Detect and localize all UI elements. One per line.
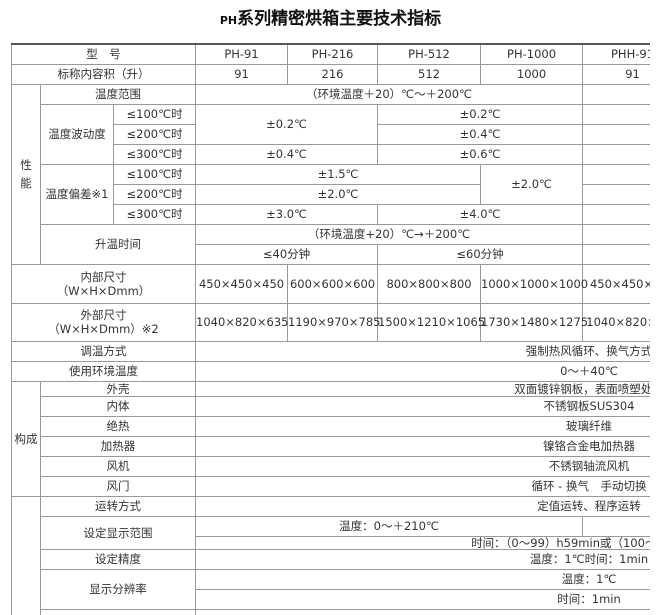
value: ±0.6℃ — [377, 143, 584, 165]
value: ±2.0℃ — [480, 163, 584, 205]
header-row: 型 号 PH-91 PH-216 PH-512 PH-1000 PHH-91 — [11, 43, 650, 65]
value: ±0.2℃ — [377, 103, 584, 125]
size-cell: 1000×1000×1000 — [480, 263, 588, 304]
controller-group-label — [11, 495, 41, 615]
condition: ≤300℃时 — [112, 203, 197, 225]
size-cell: 450×450×450 — [195, 263, 289, 304]
value: ±3.0℃ — [195, 203, 379, 225]
value: ±2.0℃ — [195, 183, 482, 205]
resolution-temp: 温度：1℃ — [195, 568, 650, 590]
volume-row: 标称内容积（升） 91 216 512 1000 91 — [11, 63, 650, 85]
spec-table: 型 号 PH-91 PH-216 PH-512 PH-1000 PHH-91 标… — [11, 43, 650, 615]
precision-value: 温度：1℃时间：1min — [195, 548, 650, 570]
model-label: 型 号 — [11, 43, 197, 65]
spec-table-container: 型 号 PH-91 PH-216 PH-512 PH-1000 PHH-91 标… — [11, 43, 650, 615]
model-cell: PHH-91 — [582, 43, 650, 65]
mode-label: 运转方式 — [39, 495, 197, 517]
condition: ≤100℃时 — [112, 103, 197, 125]
construction-group-label: 构成 — [11, 380, 41, 497]
heatup-label: 升温时间 — [39, 223, 197, 265]
mode-value: 定值运转、程序运转 — [195, 495, 650, 517]
temp-range-value: （环境温度＋20）℃～＋200℃ — [195, 83, 584, 105]
heatup-range: （环境温度+20）℃→＋200℃ — [195, 223, 584, 245]
range-temp: 温度：0～＋210℃ — [195, 515, 584, 537]
item-label: 加热器 — [39, 435, 197, 457]
control-value: 强制热风循环、换气方式 — [195, 340, 650, 362]
outer-size-label: 外部尺寸 （W×H×Dmm）※2 — [11, 302, 197, 342]
size-cell: 1730×1480×1275 — [480, 302, 588, 342]
value: ±0.4℃ — [377, 123, 584, 145]
range-time: 时间：（0～99）h59min或（100～+999）h — [195, 535, 650, 550]
model-cell: PH-91 — [195, 43, 289, 65]
item-label: 风门 — [39, 475, 197, 497]
item-value: 双面镀锌钢板，表面喷塑处理 — [195, 380, 650, 397]
item-value: 不锈钢板SUS304 — [195, 395, 650, 417]
value: ≤60分钟 — [377, 243, 584, 265]
value: ±4.0℃ — [377, 203, 584, 225]
size-cell: 1040×820×635 — [195, 302, 288, 342]
item-label: 内体 — [39, 395, 197, 417]
volume-cell: 1000 — [480, 63, 584, 85]
ambient-label: 使用环境温度 — [11, 360, 197, 382]
volume-cell: 512 — [377, 63, 482, 85]
control-label: 调温方式 — [11, 340, 197, 362]
volume-label: 标称内容积（升） — [11, 63, 197, 85]
model-cell: PH-1000 — [480, 43, 584, 65]
value: ±0.4℃ — [195, 143, 379, 165]
item-value: 不锈钢轴流风机 — [195, 455, 650, 477]
item-value: 循环 - 换气 手动切换 — [195, 475, 650, 497]
item-label: 外壳 — [39, 380, 197, 397]
value: ±0.2℃ — [195, 103, 379, 145]
deviation-label: 温度偏差※1 — [40, 163, 114, 225]
resolution-time: 时间：1min — [195, 588, 650, 610]
size-cell: 1190×970×785 — [287, 302, 380, 342]
item-value: 镍铬合金电加热器 — [195, 435, 650, 457]
item-label: 绝热 — [39, 415, 197, 437]
volume-cell: 91 — [582, 63, 650, 85]
size-cell: 450×450×450 — [582, 263, 650, 304]
range-label: 设定显示范围 — [39, 515, 197, 550]
condition: ≤100℃时 — [112, 163, 197, 185]
fluctuation-label: 温度波动度 — [40, 103, 114, 165]
item-label: 风机 — [39, 455, 197, 477]
condition: ≤200℃时 — [112, 123, 197, 145]
precision-label: 设定精度 — [39, 548, 197, 570]
temp-range-label: 温度范围 — [39, 83, 197, 105]
size-cell: 1040×820×635 — [582, 302, 650, 342]
performance-group-label: 性能 — [11, 83, 41, 265]
resolution-label: 显示分辨率 — [39, 568, 197, 610]
volume-cell: 91 — [195, 63, 289, 85]
item-value: 玻璃纤维 — [195, 415, 650, 437]
size-cell: 800×800×800 — [377, 263, 482, 304]
condition: ≤300℃时 — [112, 143, 197, 165]
value: ±1.5℃ — [195, 163, 482, 185]
condition: ≤200℃时 — [112, 183, 197, 205]
ambient-value: 0～＋40℃ — [195, 360, 650, 382]
inner-size-label: 内部尺寸 （W×H×Dmm） — [11, 263, 197, 304]
model-cell: PH-512 — [377, 43, 482, 65]
value: ≤40分钟 — [195, 243, 379, 265]
size-cell: 1500×1210×1065 — [377, 302, 485, 342]
page-title: PH系列精密烘箱主要技术指标 — [219, 9, 442, 29]
size-cell: 600×600×600 — [287, 263, 379, 304]
model-cell: PH-216 — [287, 43, 379, 65]
volume-cell: 216 — [287, 63, 379, 85]
